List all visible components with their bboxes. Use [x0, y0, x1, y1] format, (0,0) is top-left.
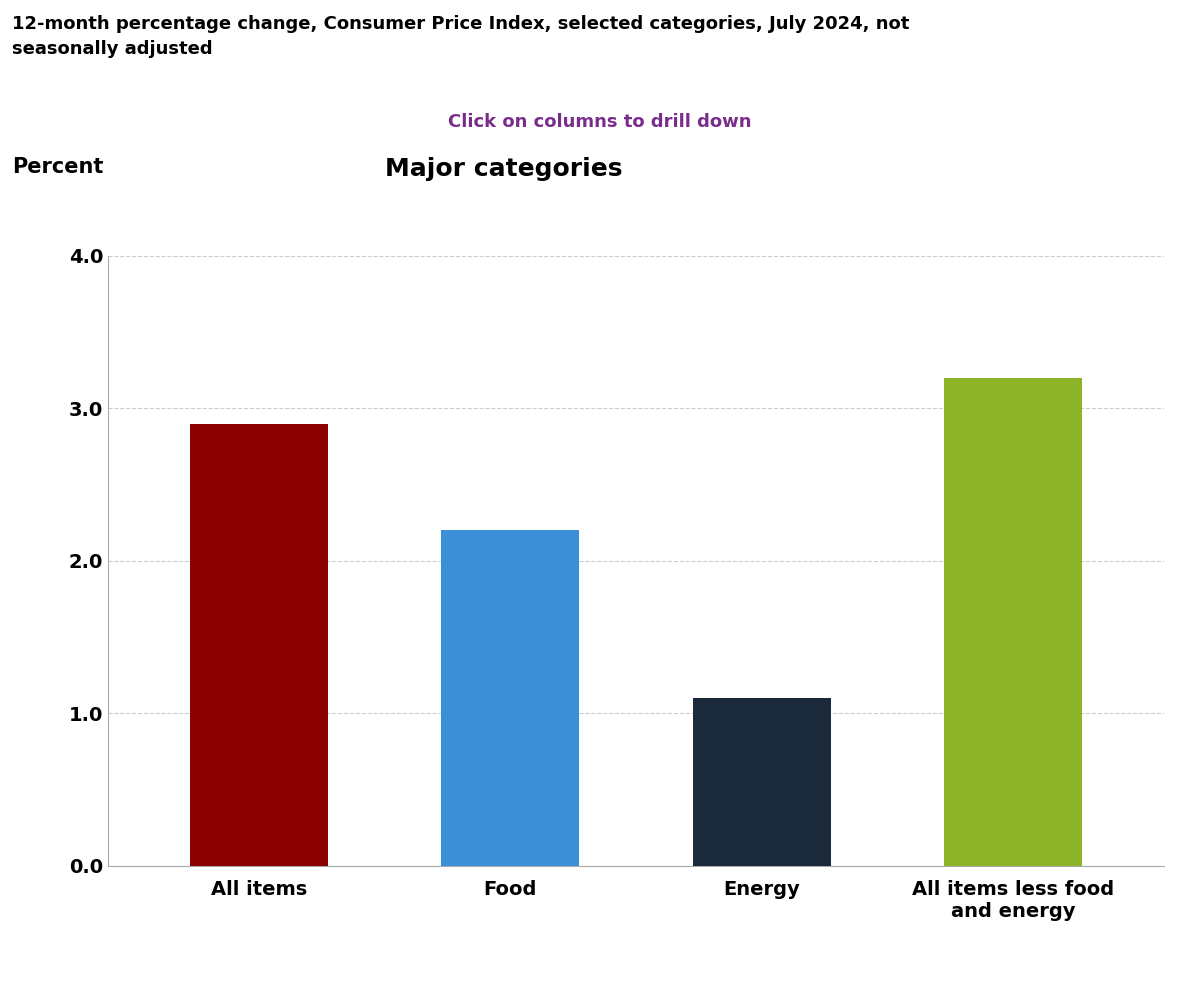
Bar	[190, 423, 328, 866]
Text: Click on columns to drill down: Click on columns to drill down	[449, 113, 751, 131]
Bar	[442, 530, 580, 866]
Bar	[692, 699, 830, 866]
Text: Percent: Percent	[12, 157, 103, 177]
Text: 12-month percentage change, Consumer Price Index, selected categories, July 2024: 12-month percentage change, Consumer Pri…	[12, 15, 910, 58]
Text: Major categories: Major categories	[385, 157, 623, 181]
Bar	[944, 378, 1082, 866]
